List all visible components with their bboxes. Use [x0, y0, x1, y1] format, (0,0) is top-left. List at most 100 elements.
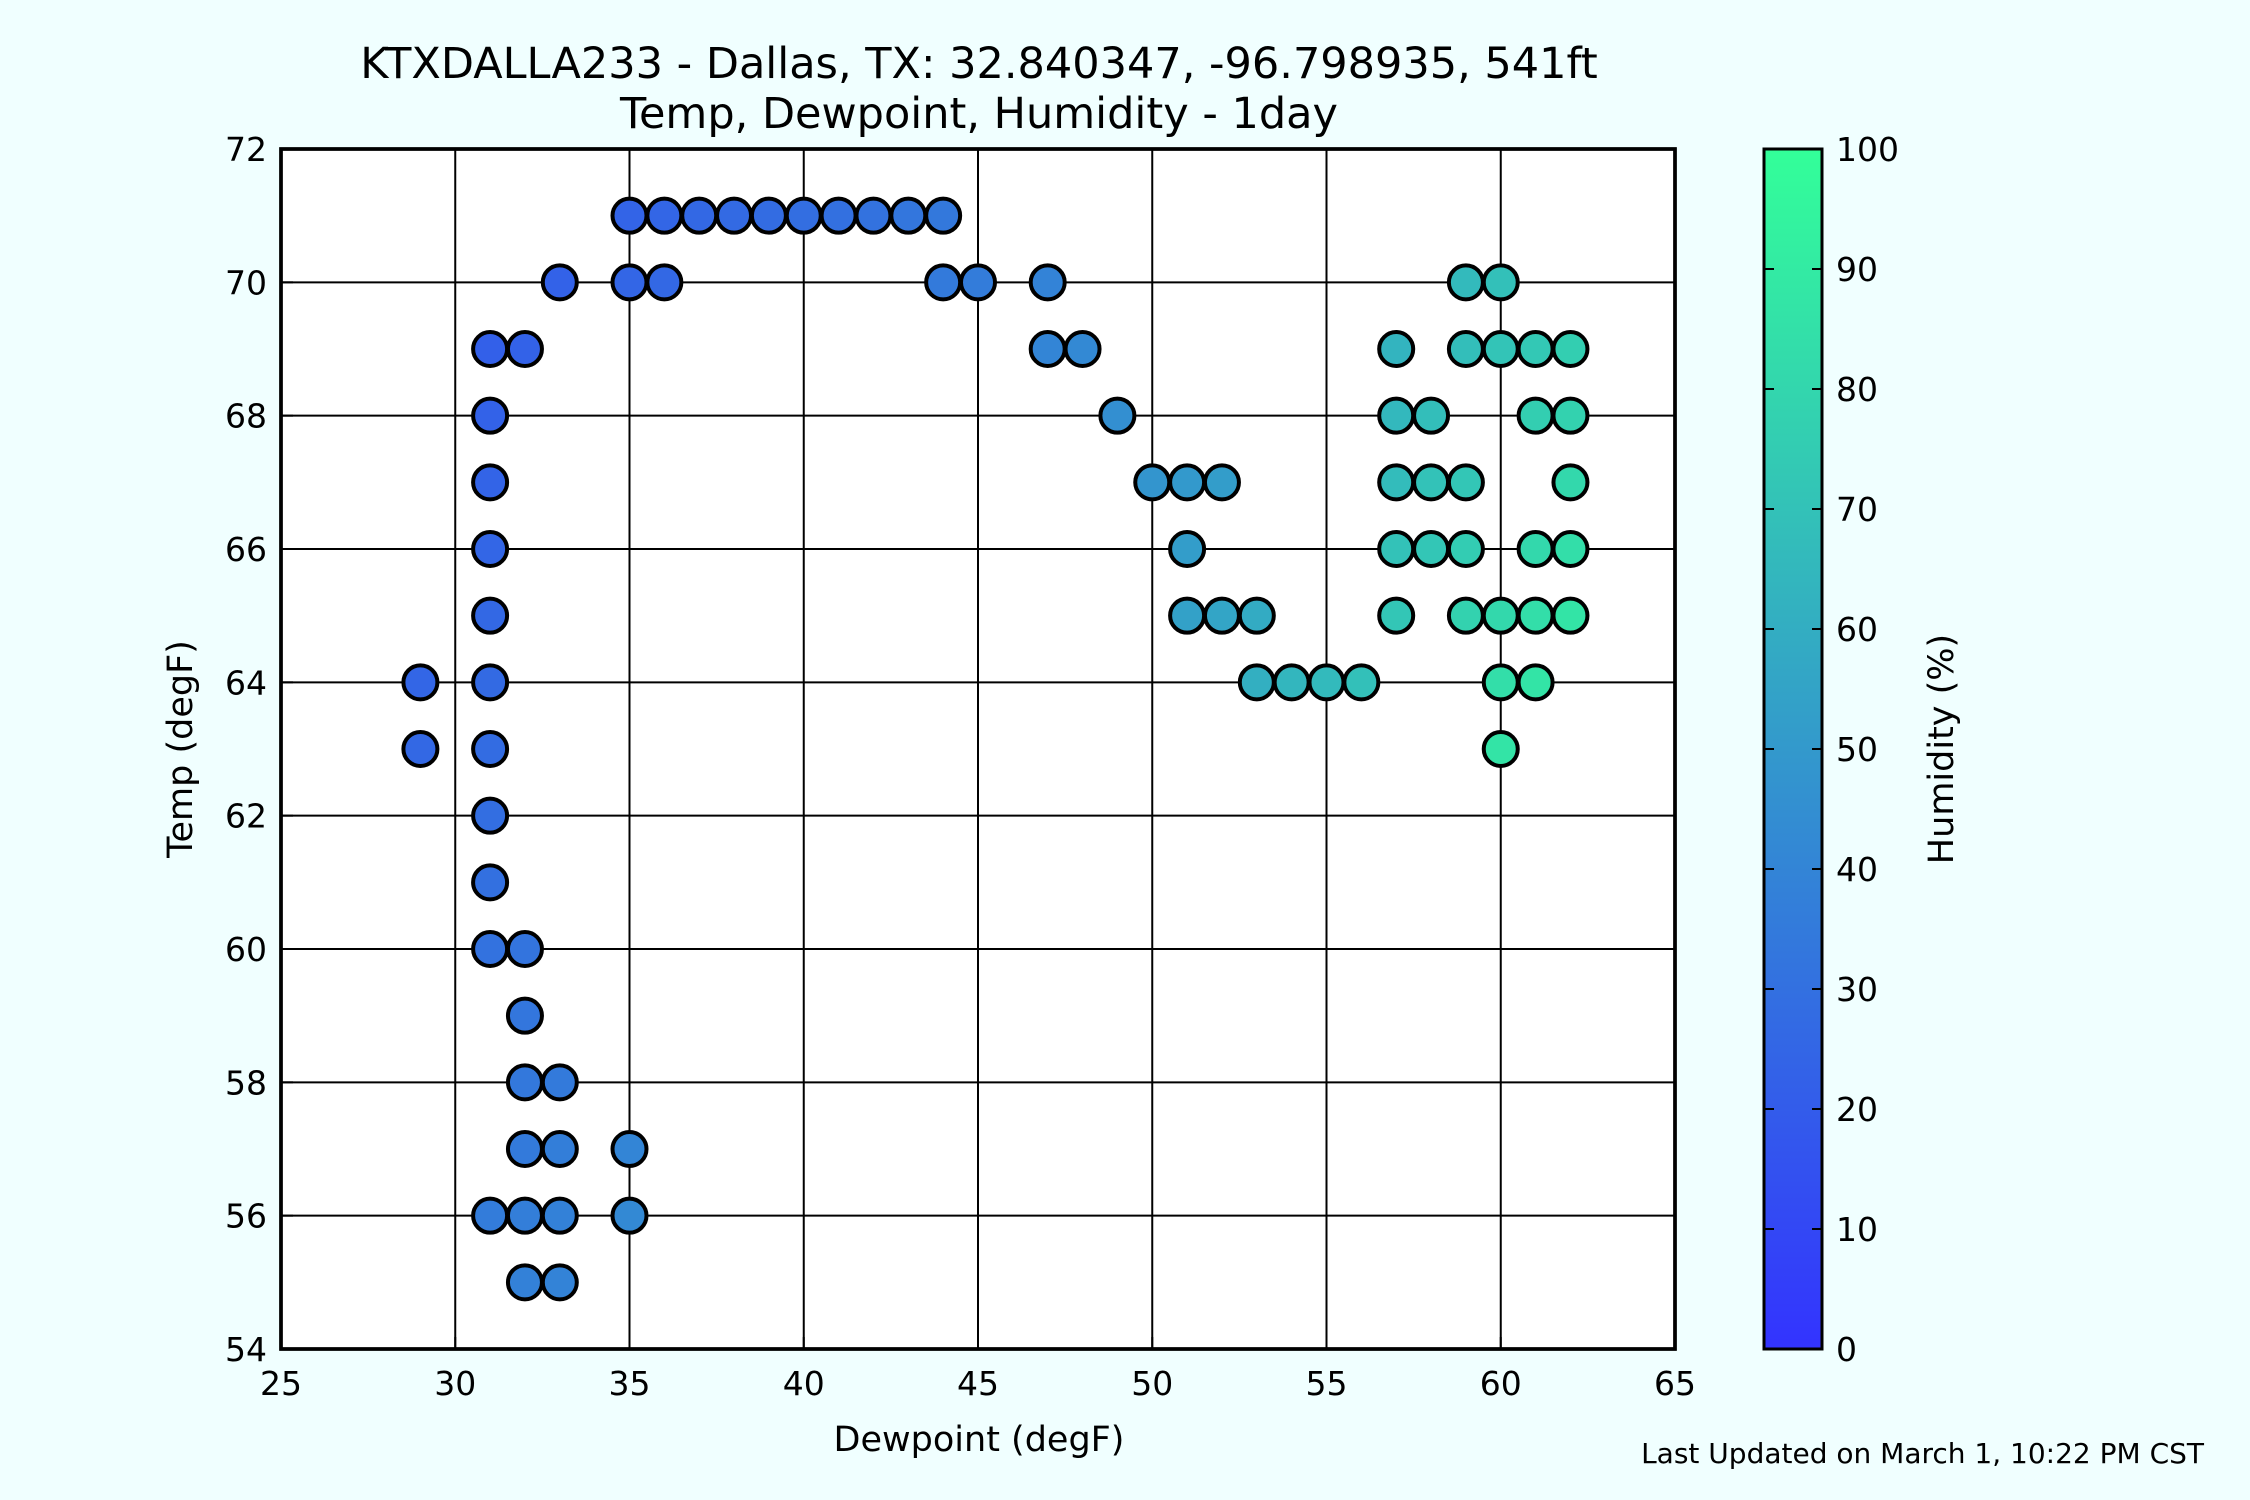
scatter-point	[1098, 396, 1137, 435]
colorbar-tick-label: 70	[1836, 490, 1878, 529]
scatter-point	[471, 730, 510, 768]
y-tick-label: 72	[225, 130, 267, 169]
scatter-point	[1063, 330, 1102, 368]
scatter-point	[1551, 463, 1590, 502]
scatter-point	[1412, 463, 1451, 502]
scatter-point	[505, 330, 544, 368]
y-axis-label: Temp (degF)	[161, 640, 201, 859]
scatter-point	[819, 196, 858, 235]
scatter-point	[471, 863, 510, 902]
scatter-point	[471, 530, 510, 568]
scatter-point	[1516, 596, 1555, 635]
colorbar-tick-label: 50	[1836, 730, 1878, 769]
x-axis-label: Dewpoint (degF)	[834, 1420, 1125, 1460]
scatter-point	[1028, 330, 1067, 368]
scatter-point	[854, 196, 893, 235]
scatter-point	[610, 196, 649, 235]
scatter-point	[1307, 663, 1346, 702]
scatter-point	[1446, 463, 1485, 502]
scatter-point	[505, 996, 544, 1035]
scatter-point	[645, 196, 684, 235]
scatter-point	[1481, 730, 1520, 768]
y-tick-label: 68	[225, 397, 267, 436]
scatter-point	[471, 663, 510, 702]
scatter-point	[924, 263, 963, 302]
scatter-point	[1237, 663, 1276, 702]
x-tick-label: 65	[1654, 1364, 1696, 1403]
y-tick-label: 64	[225, 663, 267, 702]
colorbar-ticks: 0 10 20 30 40 50 60 70 80 90 100	[1764, 130, 1899, 1369]
scatter-point	[471, 330, 510, 368]
scatter-point	[471, 796, 510, 835]
scatter-point	[1377, 396, 1416, 435]
scatter-point	[1551, 396, 1590, 435]
chart-title-line1: KTXDALLA233 - Dallas, TX: 32.840347, -96…	[360, 39, 1598, 89]
y-tick-label: 70	[225, 263, 267, 302]
colorbar-tick-label: 20	[1836, 1090, 1878, 1129]
colorbar-tick-label: 10	[1836, 1210, 1878, 1249]
scatter-point	[1168, 530, 1207, 568]
x-tick-label: 55	[1306, 1364, 1348, 1403]
scatter-point	[1446, 530, 1485, 568]
scatter-point	[1377, 530, 1416, 568]
y-axis-ticks: 54 56 58 60 62 64 66 68 70 72	[225, 130, 293, 1369]
scatter-point	[1202, 463, 1241, 502]
scatter-point	[505, 1263, 544, 1302]
scatter-point	[1412, 396, 1451, 435]
scatter-points	[401, 196, 1590, 1302]
scatter-point	[1377, 330, 1416, 368]
scatter-point	[1237, 596, 1276, 635]
x-tick-label: 25	[260, 1364, 302, 1403]
last-updated-text: Last Updated on March 1, 10:22 PM CST	[1641, 1437, 2205, 1470]
scatter-point	[471, 463, 510, 502]
scatter-point	[1551, 596, 1590, 635]
scatter-point	[471, 396, 510, 435]
scatter-point	[1342, 663, 1381, 702]
scatter-point	[1446, 330, 1485, 368]
scatter-point	[505, 1196, 544, 1235]
colorbar-tick-label: 100	[1836, 130, 1899, 169]
colorbar-tick-label: 0	[1836, 1330, 1857, 1369]
scatter-point	[715, 196, 754, 235]
scatter-point	[1377, 463, 1416, 502]
x-tick-label: 60	[1480, 1364, 1522, 1403]
scatter-point	[610, 1196, 649, 1235]
scatter-point	[889, 196, 928, 235]
scatter-point	[1028, 263, 1067, 302]
scatter-point	[1446, 263, 1485, 302]
scatter-point	[1551, 330, 1590, 368]
scatter-point	[505, 1063, 544, 1102]
plot-frame-border	[279, 147, 1677, 1351]
y-tick-label: 54	[225, 1330, 267, 1369]
scatter-point	[1481, 663, 1520, 702]
x-tick-label: 35	[609, 1364, 651, 1403]
y-tick-label: 60	[225, 930, 267, 969]
y-tick-label: 56	[225, 1197, 267, 1236]
x-tick-label: 40	[783, 1364, 825, 1403]
x-tick-label: 50	[1131, 1364, 1173, 1403]
scatter-point	[401, 730, 440, 768]
scatter-point	[1481, 596, 1520, 635]
scatter-point	[610, 263, 649, 302]
scatter-point	[1516, 396, 1555, 435]
scatter-point	[1516, 330, 1555, 368]
scatter-point	[610, 1130, 649, 1168]
scatter-point	[1377, 596, 1416, 635]
scatter-point	[1481, 330, 1520, 368]
x-axis-ticks: 25 30 35 40 45 50 55 60 65	[260, 1337, 1696, 1403]
chart-title-line2: Temp, Dewpoint, Humidity - 1day	[619, 89, 1338, 139]
colorbar-label: Humidity (%)	[1922, 634, 1962, 864]
scatter-point	[540, 1063, 579, 1102]
scatter-point	[1446, 596, 1485, 635]
scatter-point	[540, 263, 579, 302]
scatter-point	[1168, 596, 1207, 635]
scatter-point	[680, 196, 719, 235]
y-tick-label: 58	[225, 1063, 267, 1102]
y-tick-label: 66	[225, 530, 267, 569]
colorbar-tick-label: 80	[1836, 370, 1878, 409]
scatter-point	[959, 263, 997, 302]
scatter-point	[471, 1196, 510, 1235]
scatter-point	[1481, 263, 1520, 302]
